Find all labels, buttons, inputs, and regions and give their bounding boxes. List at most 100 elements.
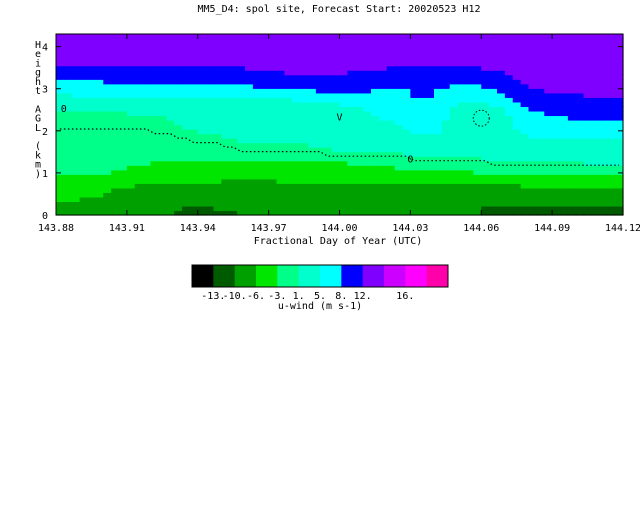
- heatmap-cell: [134, 187, 144, 193]
- heatmap-cell: [536, 115, 545, 121]
- heatmap-cell: [504, 115, 514, 121]
- heatmap-cell: [583, 169, 593, 175]
- heatmap-cell: [166, 83, 175, 89]
- heatmap-cell: [520, 61, 530, 67]
- heatmap-cell: [481, 151, 490, 157]
- heatmap-cell: [575, 133, 585, 139]
- heatmap-cell: [528, 192, 537, 198]
- heatmap-cell: [355, 210, 364, 216]
- heatmap-cell: [520, 83, 530, 89]
- heatmap-cell: [300, 52, 309, 58]
- heatmap-cell: [260, 52, 270, 58]
- heatmap-cell: [591, 133, 600, 139]
- heatmap-cell: [520, 129, 530, 135]
- heatmap-cell: [591, 142, 600, 148]
- heatmap-cell: [150, 210, 159, 216]
- heatmap-cell: [481, 43, 490, 49]
- heatmap-cell: [126, 52, 136, 58]
- heatmap-cell: [512, 97, 522, 103]
- colorbar-tick-label: 1.: [293, 291, 305, 302]
- heatmap-cell: [308, 70, 317, 76]
- heatmap-cell: [300, 74, 309, 80]
- heatmap-cell: [284, 129, 293, 135]
- heatmap-cell: [221, 201, 230, 207]
- heatmap-cell: [119, 156, 128, 162]
- heatmap-cell: [363, 138, 372, 144]
- heatmap-cell: [481, 142, 490, 148]
- heatmap-cell: [252, 183, 262, 189]
- heatmap-cell: [371, 97, 380, 103]
- heatmap-cell: [268, 110, 278, 117]
- heatmap-cell: [575, 183, 585, 189]
- heatmap-cell: [536, 147, 545, 153]
- heatmap-cell: [434, 187, 443, 193]
- heatmap-cell: [441, 92, 451, 98]
- heatmap-cell: [142, 156, 152, 162]
- heatmap-cell: [134, 115, 144, 121]
- heatmap-cell: [567, 129, 577, 135]
- heatmap-cell: [544, 70, 553, 76]
- heatmap-cell: [457, 160, 467, 166]
- heatmap-cell: [426, 52, 435, 58]
- heatmap-cell: [434, 160, 443, 166]
- heatmap-cell: [520, 138, 530, 144]
- heatmap-cell: [182, 97, 191, 103]
- heatmap-cell: [441, 83, 451, 89]
- heatmap-cell: [276, 160, 285, 166]
- heatmap-cell: [489, 174, 498, 180]
- heatmap-cell: [189, 34, 199, 40]
- heatmap-cell: [237, 192, 246, 198]
- heatmap-cell: [103, 43, 112, 49]
- heatmap-cell: [245, 56, 254, 62]
- heatmap-cell: [410, 97, 419, 103]
- heatmap-cell: [79, 79, 89, 85]
- heatmap-cell: [323, 124, 333, 130]
- heatmap-cell: [197, 165, 207, 171]
- heatmap-cell: [528, 138, 537, 144]
- heatmap-cell: [567, 34, 577, 40]
- heatmap-cell: [599, 196, 608, 203]
- heatmap-cell: [457, 56, 467, 62]
- heatmap-cell: [268, 92, 278, 98]
- heatmap-cell: [378, 196, 388, 203]
- heatmap-cell: [150, 106, 159, 112]
- heatmap-cell: [103, 65, 112, 71]
- heatmap-cell: [615, 56, 624, 62]
- heatmap-cell: [174, 201, 183, 207]
- heatmap-cell: [284, 160, 293, 166]
- heatmap-cell: [599, 47, 608, 53]
- heatmap-cell: [371, 178, 380, 184]
- heatmap-cell: [158, 142, 167, 148]
- heatmap-cell: [315, 52, 325, 58]
- heatmap-cell: [473, 61, 482, 67]
- heatmap-cell: [355, 205, 364, 212]
- heatmap-cell: [607, 74, 616, 80]
- heatmap-cell: [363, 192, 372, 198]
- heatmap-cell: [449, 47, 459, 53]
- heatmap-cell: [599, 34, 608, 40]
- heatmap-cell: [449, 183, 459, 189]
- heatmap-cell: [363, 47, 372, 53]
- heatmap-cell: [544, 129, 553, 135]
- heatmap-cell: [229, 83, 238, 89]
- heatmap-cell: [119, 79, 128, 85]
- heatmap-cell: [284, 183, 293, 189]
- heatmap-cell: [87, 187, 96, 193]
- heatmap-cell: [575, 196, 585, 203]
- heatmap-cell: [441, 151, 451, 157]
- heatmap-cell: [260, 56, 270, 62]
- heatmap-cell: [134, 38, 144, 44]
- heatmap-cell: [536, 38, 545, 44]
- heatmap-cell: [536, 151, 545, 157]
- heatmap-cell: [528, 119, 537, 126]
- heatmap-cell: [205, 101, 215, 107]
- heatmap-cell: [189, 187, 199, 193]
- heatmap-cell: [221, 183, 230, 189]
- heatmap-cell: [378, 43, 388, 49]
- heatmap-cell: [402, 205, 411, 212]
- heatmap-cell: [126, 133, 136, 139]
- heatmap-cell: [465, 133, 474, 139]
- heatmap-cell: [552, 65, 561, 71]
- heatmap-cell: [126, 187, 136, 193]
- heatmap-cell: [213, 88, 222, 94]
